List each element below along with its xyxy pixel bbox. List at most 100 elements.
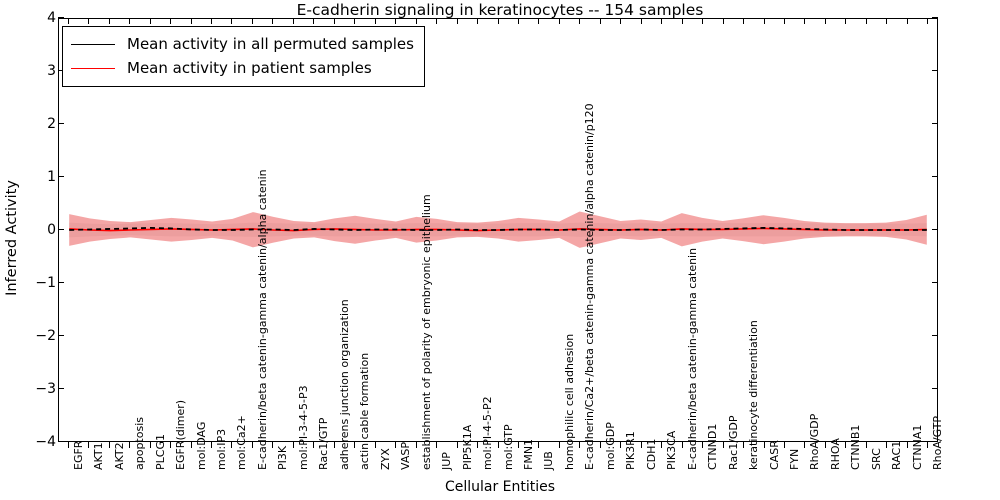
x-tick-mark bbox=[251, 18, 253, 24]
x-tick-mark bbox=[620, 442, 622, 448]
x-tick-label: RHOA bbox=[828, 438, 842, 470]
x-tick-label: PIK3CA bbox=[665, 430, 679, 470]
x-tick-mark bbox=[497, 442, 499, 448]
x-tick-label: SRC bbox=[869, 448, 883, 470]
x-tick-label: actin cable formation bbox=[358, 352, 372, 470]
x-tick-mark bbox=[497, 18, 499, 24]
x-tick-mark bbox=[170, 442, 172, 448]
x-tick-mark bbox=[661, 18, 663, 24]
x-tick-mark bbox=[681, 18, 683, 24]
x-tick-mark bbox=[67, 442, 69, 448]
y-tick-mark bbox=[932, 17, 938, 19]
x-tick-mark bbox=[804, 442, 806, 448]
x-tick-mark bbox=[374, 18, 376, 24]
chart-legend: Mean activity in all permuted samples Me… bbox=[62, 26, 425, 87]
x-tick-label: PLCG1 bbox=[153, 434, 167, 470]
y-tick-mark bbox=[932, 388, 938, 390]
x-tick-mark bbox=[845, 18, 847, 24]
x-tick-mark bbox=[824, 18, 826, 24]
plot-svg bbox=[69, 211, 927, 248]
x-tick-label: Rac1/GTP bbox=[317, 417, 331, 470]
x-tick-mark bbox=[415, 442, 417, 448]
x-tick-mark bbox=[108, 442, 110, 448]
y-tick-mark bbox=[58, 229, 64, 231]
x-tick-mark bbox=[456, 18, 458, 24]
x-tick-label: apoptosis bbox=[133, 417, 147, 470]
x-axis-title: Cellular Entities bbox=[444, 479, 556, 495]
legend-label-patient: Mean activity in patient samples bbox=[127, 59, 372, 77]
chart-title: E-cadherin signaling in keratinocytes --… bbox=[296, 1, 704, 19]
x-tick-mark bbox=[517, 18, 519, 24]
x-tick-label: PI3K bbox=[276, 445, 290, 470]
x-tick-mark bbox=[210, 18, 212, 24]
x-tick-label: mol:Ca2+ bbox=[235, 415, 249, 470]
x-tick-mark bbox=[599, 18, 601, 24]
x-tick-label: EGFR(dimer) bbox=[174, 399, 188, 470]
x-tick-label: E-cadherin/beta catenin-gamma catenin bbox=[685, 247, 699, 470]
legend-item-permuted: Mean activity in all permuted samples bbox=[71, 32, 414, 56]
x-tick-label: homophilic cell adhesion bbox=[562, 333, 576, 470]
x-tick-mark bbox=[763, 18, 765, 24]
x-tick-mark bbox=[354, 442, 356, 448]
y-tick-mark bbox=[932, 441, 938, 443]
x-tick-mark bbox=[784, 442, 785, 448]
x-tick-mark bbox=[149, 442, 151, 448]
y-tick-mark bbox=[58, 388, 64, 390]
x-tick-mark bbox=[333, 18, 335, 24]
legend-item-patient: Mean activity in patient samples bbox=[71, 56, 414, 80]
x-tick-mark bbox=[865, 18, 867, 24]
x-tick-label: CDH1 bbox=[644, 438, 658, 470]
x-tick-label: PIP5K1A bbox=[460, 424, 474, 470]
x-tick-label: RhoA/GDP bbox=[808, 413, 822, 470]
x-tick-mark bbox=[558, 442, 560, 448]
x-tick-label: mol:GTP bbox=[501, 424, 515, 470]
x-tick-mark bbox=[558, 18, 560, 24]
x-tick-mark bbox=[129, 18, 131, 24]
x-tick-mark bbox=[251, 442, 253, 448]
y-tick-mark bbox=[58, 123, 64, 125]
x-tick-mark bbox=[272, 18, 274, 24]
x-tick-mark bbox=[579, 18, 581, 24]
x-tick-label: VASP bbox=[399, 442, 413, 470]
y-tick-mark bbox=[932, 70, 938, 72]
x-tick-mark bbox=[477, 18, 479, 24]
x-tick-label: E-cadherin/Ca2+/beta catenin-gamma caten… bbox=[583, 103, 597, 470]
x-tick-label: mol:IP3 bbox=[214, 428, 228, 470]
y-tick-label: 1 bbox=[47, 169, 56, 185]
y-axis-title: Inferred Activity bbox=[4, 180, 20, 296]
x-tick-mark bbox=[354, 18, 356, 24]
x-tick-mark bbox=[88, 442, 90, 448]
x-tick-mark bbox=[149, 18, 151, 24]
x-tick-label: mol:PI-4-5-P2 bbox=[481, 396, 495, 470]
x-tick-mark bbox=[702, 442, 704, 448]
x-tick-mark bbox=[170, 18, 172, 24]
x-tick-label: FYN bbox=[788, 448, 801, 470]
x-tick-mark bbox=[845, 442, 847, 448]
y-tick-label: −2 bbox=[35, 328, 56, 344]
x-tick-label: Rac1/GDP bbox=[726, 415, 740, 470]
x-tick-mark bbox=[436, 18, 438, 24]
y-tick-mark bbox=[932, 282, 938, 284]
x-tick-mark bbox=[395, 442, 397, 448]
x-tick-mark bbox=[620, 18, 622, 24]
legend-label-permuted: Mean activity in all permuted samples bbox=[127, 35, 414, 53]
x-tick-mark bbox=[210, 442, 212, 448]
x-tick-label: RAC1 bbox=[890, 440, 904, 470]
x-tick-label: PIK3R1 bbox=[624, 431, 638, 470]
x-tick-mark bbox=[681, 442, 683, 448]
x-tick-label: keratinocyte differentiation bbox=[747, 320, 761, 470]
x-tick-label: adherens junction organization bbox=[337, 299, 351, 470]
y-tick-label: 4 bbox=[47, 10, 56, 26]
x-tick-mark bbox=[599, 442, 601, 448]
x-tick-label: RhoA/GTP bbox=[931, 415, 945, 470]
x-tick-mark bbox=[927, 442, 929, 448]
x-tick-mark bbox=[661, 442, 663, 448]
x-tick-mark bbox=[906, 18, 908, 24]
x-tick-mark bbox=[292, 18, 294, 24]
x-tick-mark bbox=[88, 18, 90, 24]
x-tick-mark bbox=[231, 18, 233, 24]
x-tick-mark bbox=[784, 18, 785, 24]
x-tick-mark bbox=[272, 442, 274, 448]
x-tick-mark bbox=[886, 442, 888, 448]
